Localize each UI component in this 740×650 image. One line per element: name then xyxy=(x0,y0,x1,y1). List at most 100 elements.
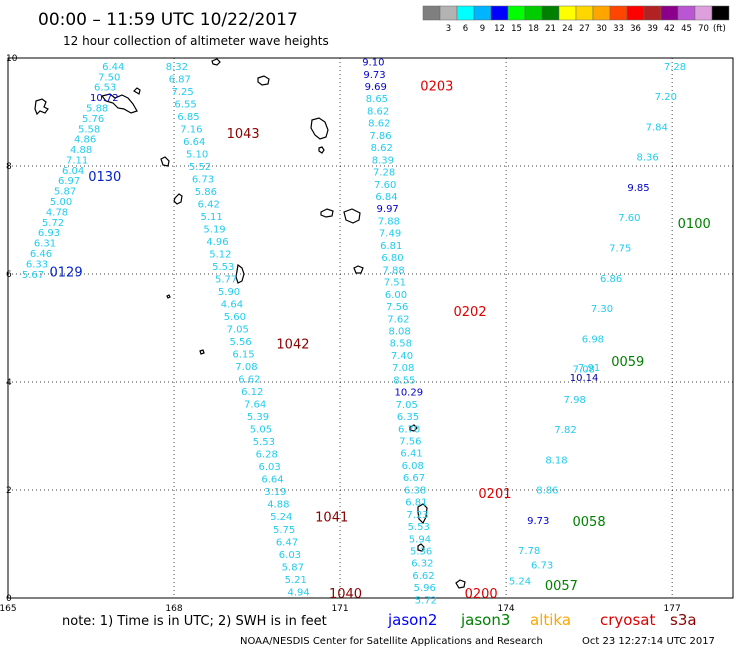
wave-height-label: 5.36 xyxy=(410,547,432,558)
legend-label: 39 xyxy=(647,24,658,34)
wave-height-label: 7.91 xyxy=(578,363,600,374)
island xyxy=(318,146,325,154)
wave-height-label: 6.70 xyxy=(398,424,420,435)
wave-height-label: 5.86 xyxy=(195,187,217,198)
wave-height-label: 7.28 xyxy=(373,168,395,179)
wave-height-label: 5.56 xyxy=(230,337,252,348)
legend-swatch xyxy=(439,5,458,21)
legend-label: 42 xyxy=(664,24,675,34)
longitude-tick-label: 165 xyxy=(0,604,17,614)
latitude-ticks: 0 2 4 6 8 10 xyxy=(6,54,18,604)
pass-time-label: 0200 xyxy=(465,587,498,602)
wave-height-label: 6.03 xyxy=(258,462,280,473)
legend-swatch xyxy=(490,5,509,21)
longitude-tick-label: 168 xyxy=(165,604,182,614)
satellite-cryosat: cryosat xyxy=(600,611,655,629)
pass-time-label: 0130 xyxy=(88,170,121,185)
wave-height-label: 5.88 xyxy=(86,103,108,114)
wave-height-label: 10.29 xyxy=(394,388,423,399)
legend-label: 30 xyxy=(596,24,607,34)
legend-label: 21 xyxy=(545,24,556,34)
island xyxy=(100,93,138,114)
legend-swatch xyxy=(660,5,679,21)
wave-height-label: 6.62 xyxy=(238,375,260,386)
legend-label: 12 xyxy=(494,24,505,34)
timestamp-text: Oct 23 12:27:14 UTC 2017 xyxy=(582,636,715,647)
wave-height-label: 7.28 xyxy=(664,62,686,73)
wave-height-label: 3.19 xyxy=(264,487,286,498)
latitude-tick-label: 4 xyxy=(6,378,12,388)
wave-height-label: 5.24 xyxy=(270,512,292,523)
island xyxy=(235,263,245,284)
pass-time-label: 0201 xyxy=(478,487,511,502)
wave-height-legend: 3 6 9 12 15 18 21 24 27 30 33 36 39 42 45 70 xyxy=(422,5,730,34)
wave-height-label: 5.24 xyxy=(509,577,531,588)
legend-label: 33 xyxy=(613,24,624,34)
pass-time-label: 1043 xyxy=(227,127,260,142)
legend-swatch xyxy=(422,5,441,21)
island xyxy=(160,156,170,167)
wave-height-label: 9.85 xyxy=(627,183,649,194)
wave-height-label: 8.62 xyxy=(367,106,389,117)
legend-label: 36 xyxy=(630,24,641,34)
island xyxy=(343,208,361,224)
wave-height-label: 5.76 xyxy=(82,114,104,125)
island xyxy=(173,193,183,205)
legend-swatch xyxy=(677,5,696,21)
wave-height-label: 6.73 xyxy=(192,174,214,185)
longitude-tick-label: 171 xyxy=(331,604,348,614)
wave-height-label: 8.55 xyxy=(393,375,415,386)
wave-height-label: 6.97 xyxy=(58,176,80,187)
wave-height-label: 7.56 xyxy=(399,436,421,447)
wave-height-label: 7.82 xyxy=(554,425,576,436)
legend-unit: (ft) xyxy=(713,24,726,34)
wave-height-label: 7.84 xyxy=(646,122,668,133)
wave-height-label: 6.08 xyxy=(402,461,424,472)
satellite-jason3: jason3 xyxy=(460,611,510,629)
pass-time-label: 1040 xyxy=(329,587,362,602)
wave-height-label: 8.32 xyxy=(166,62,188,73)
wave-height-label: 8.86 xyxy=(536,486,558,497)
wave-height-label: 4.86 xyxy=(74,135,96,146)
pass-time-label: 1042 xyxy=(276,338,309,353)
island xyxy=(211,58,221,66)
wave-height-label: 4.88 xyxy=(70,145,92,156)
wave-height-label: 6.73 xyxy=(531,560,553,571)
wave-height-label: 5.90 xyxy=(218,287,240,298)
wave-height-label: 4.78 xyxy=(46,207,68,218)
wave-height-label: 5.77 xyxy=(215,275,237,286)
wave-height-label: 5.58 xyxy=(78,124,100,135)
wave-height-label: 6.32 xyxy=(411,559,433,570)
island xyxy=(455,579,466,589)
pass-time-label: 0058 xyxy=(573,515,606,530)
wave-height-label: 6.46 xyxy=(30,249,52,260)
wave-height-label: 6.42 xyxy=(198,199,220,210)
wave-height-label: 7.62 xyxy=(387,314,409,325)
wave-height-label: 7.56 xyxy=(386,302,408,313)
legend-swatch xyxy=(456,5,475,21)
wave-height-label: 5.39 xyxy=(247,412,269,423)
latitude-tick-label: 8 xyxy=(6,162,12,172)
legend-label: 3 xyxy=(446,24,451,34)
legend-swatch xyxy=(575,5,594,21)
wave-height-label: 7.30 xyxy=(591,304,613,315)
wave-height-label: 7.98 xyxy=(564,395,586,406)
altimeter-tracks: 5.676.336.466.316.935.724.785.005.876.97… xyxy=(22,58,711,607)
wave-height-label: 5.72 xyxy=(42,218,64,229)
wave-height-label: 7.88 xyxy=(383,265,405,276)
legend-label: 45 xyxy=(681,24,692,34)
legend-swatch xyxy=(558,5,577,21)
island xyxy=(320,208,334,218)
wave-height-label: 8.62 xyxy=(368,119,390,130)
wave-height-label: 5.94 xyxy=(409,534,431,545)
pass-time-label: 0202 xyxy=(454,305,487,320)
pass-time-label: 0100 xyxy=(678,217,711,232)
wave-height-label: 5.05 xyxy=(250,425,272,436)
wave-height-label: 6.86 xyxy=(600,274,622,285)
longitude-tick-label: 177 xyxy=(664,604,681,614)
wave-height-label: 7.20 xyxy=(655,92,677,103)
wave-height-label: 5.12 xyxy=(209,250,231,261)
wave-height-label: 8.58 xyxy=(390,339,412,350)
satellite-s3a: s3a xyxy=(670,611,697,629)
